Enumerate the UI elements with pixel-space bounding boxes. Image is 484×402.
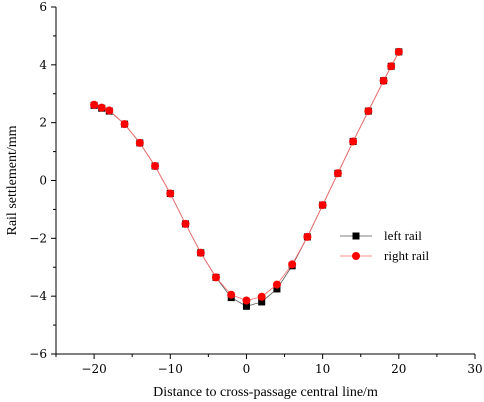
data-point xyxy=(242,296,251,305)
data-point xyxy=(166,189,175,198)
data-point xyxy=(242,302,250,310)
legend-marker xyxy=(352,252,360,260)
data-point xyxy=(318,201,327,210)
series-layer xyxy=(90,47,403,310)
x-tick-label: 0 xyxy=(243,362,251,376)
data-point xyxy=(303,232,312,241)
y-tick-label: 2 xyxy=(39,116,47,130)
data-point xyxy=(272,280,281,289)
legend-label: right rail xyxy=(384,248,430,263)
data-point xyxy=(288,260,297,269)
y-tick-label: −6 xyxy=(29,347,47,361)
data-point xyxy=(387,62,396,71)
data-point xyxy=(135,138,144,147)
data-point xyxy=(273,285,281,293)
y-tick-label: 6 xyxy=(39,0,47,14)
series-right-rail xyxy=(90,47,403,305)
y-tick-label: 0 xyxy=(39,174,47,188)
series-line xyxy=(93,51,400,301)
data-point xyxy=(349,137,358,146)
legend-marker xyxy=(352,232,360,240)
legend-item: left rail xyxy=(340,228,422,243)
x-tick-label: 10 xyxy=(315,362,330,376)
y-tick-label: 4 xyxy=(39,58,47,72)
data-point xyxy=(181,219,190,228)
data-point xyxy=(394,47,403,56)
data-point xyxy=(105,106,114,115)
series-line xyxy=(93,51,400,307)
data-point xyxy=(379,76,388,85)
legend: left rail right rail xyxy=(340,228,430,263)
series-left-rail xyxy=(90,48,403,310)
data-point xyxy=(333,169,342,178)
data-point xyxy=(258,298,266,306)
x-axis-title: Distance to cross-passage central line/m xyxy=(153,385,378,400)
data-point xyxy=(257,292,266,301)
legend-label: left rail xyxy=(384,228,422,243)
y-tick-label: −4 xyxy=(29,289,47,303)
x-tick-label: −10 xyxy=(158,362,183,376)
data-point xyxy=(120,120,129,129)
y-tick-label: −2 xyxy=(29,231,47,245)
data-point xyxy=(196,248,205,257)
data-point xyxy=(364,107,373,116)
x-tick-label: 30 xyxy=(467,362,482,376)
data-point xyxy=(211,273,220,282)
x-tick-label: 20 xyxy=(391,362,406,376)
x-tick-label: −20 xyxy=(81,362,106,376)
y-axis-title: Rail settlement/mm xyxy=(5,125,20,235)
data-point xyxy=(227,290,236,299)
legend-item: right rail xyxy=(340,248,430,263)
data-point xyxy=(90,100,99,109)
data-point xyxy=(151,162,160,171)
data-point xyxy=(97,103,106,112)
